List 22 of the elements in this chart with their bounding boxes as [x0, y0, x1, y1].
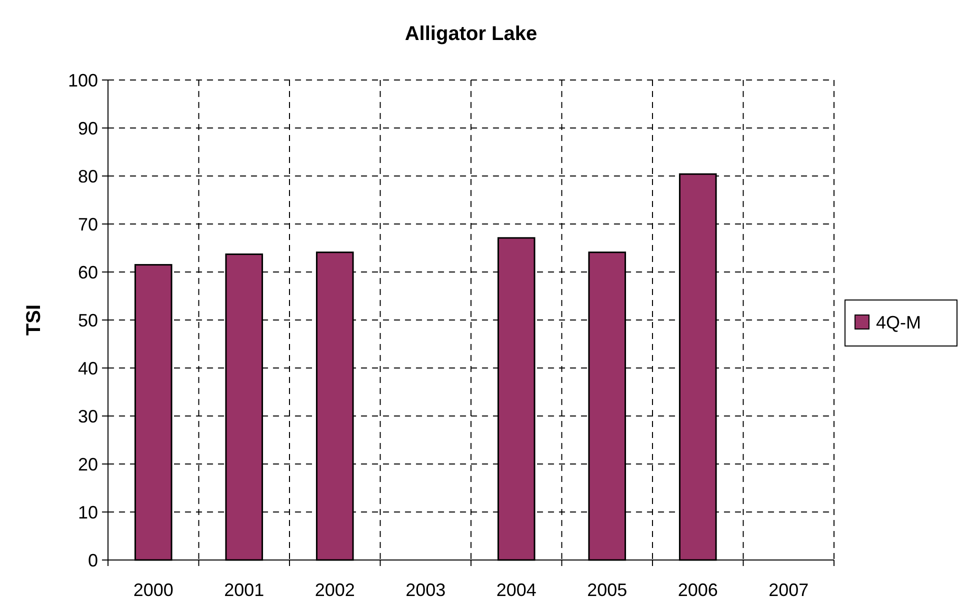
y-tick-label: 30 [78, 406, 98, 426]
legend-label: 4Q-M [876, 312, 921, 332]
y-tick-label: 40 [78, 358, 98, 378]
y-axis-title: TSI [23, 304, 45, 336]
x-tick-label: 2007 [768, 580, 809, 600]
x-tick-label: 2003 [406, 580, 446, 600]
y-tick-label: 10 [78, 502, 98, 522]
x-tick-label: 2006 [678, 580, 718, 600]
y-tick-label: 90 [78, 118, 98, 138]
x-tick-label: 2000 [133, 580, 174, 600]
y-tick-label: 70 [78, 214, 98, 234]
y-tick-label: 80 [78, 166, 98, 186]
x-tick-label: 2005 [587, 580, 628, 600]
x-tick-label: 2004 [496, 580, 536, 600]
y-tick-label: 50 [78, 310, 98, 330]
x-tick-label: 2001 [224, 580, 264, 600]
x-tick-label: 2002 [314, 580, 355, 600]
y-tick-label: 0 [88, 550, 98, 570]
y-tick-label: 20 [78, 454, 98, 474]
chart-title: Alligator Lake [404, 23, 538, 45]
y-tick-label: 60 [78, 262, 98, 282]
y-tick-label: 100 [68, 70, 98, 90]
